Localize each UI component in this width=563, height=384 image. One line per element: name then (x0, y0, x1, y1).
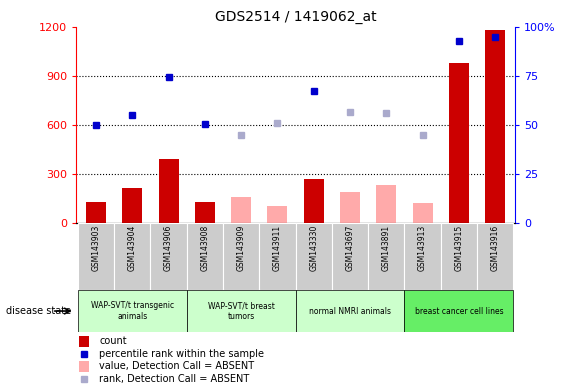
Bar (413, 203, 432, 223)
Bar (150, 223, 187, 290)
Bar (304, 179, 324, 223)
Bar (86, 202, 106, 223)
Bar (485, 30, 505, 223)
Text: WAP-SVT/t breast
tumors: WAP-SVT/t breast tumors (208, 301, 275, 321)
Bar (441, 223, 477, 290)
Bar (79, 336, 89, 346)
Bar (449, 63, 469, 223)
Bar (78, 290, 187, 332)
Bar (296, 223, 332, 290)
Bar (114, 223, 150, 290)
Text: normal NMRI animals: normal NMRI animals (309, 306, 391, 316)
Text: disease state: disease state (6, 306, 71, 316)
Bar (404, 223, 441, 290)
Bar (332, 223, 368, 290)
Bar (296, 290, 404, 332)
Bar (231, 197, 251, 223)
Bar (260, 223, 296, 290)
Text: GSM143906: GSM143906 (164, 225, 173, 271)
Bar (187, 290, 296, 332)
Bar (404, 290, 513, 332)
Text: rank, Detection Call = ABSENT: rank, Detection Call = ABSENT (99, 374, 249, 384)
Text: GSM143911: GSM143911 (273, 225, 282, 271)
Text: GSM143697: GSM143697 (346, 225, 355, 271)
Text: GSM143915: GSM143915 (454, 225, 463, 271)
Bar (79, 361, 89, 372)
Text: GSM143904: GSM143904 (128, 225, 137, 271)
Bar (195, 202, 215, 223)
Text: GSM143916: GSM143916 (491, 225, 500, 271)
Bar (477, 223, 513, 290)
Text: GSM143908: GSM143908 (200, 225, 209, 271)
Text: GSM143909: GSM143909 (236, 225, 245, 271)
Bar (223, 223, 260, 290)
Text: percentile rank within the sample: percentile rank within the sample (99, 349, 264, 359)
Text: GSM143330: GSM143330 (309, 225, 318, 271)
Text: GSM143891: GSM143891 (382, 225, 391, 271)
Text: GSM143903: GSM143903 (91, 225, 100, 271)
Text: WAP-SVT/t transgenic
animals: WAP-SVT/t transgenic animals (91, 301, 174, 321)
Text: breast cancer cell lines: breast cancer cell lines (414, 306, 503, 316)
Bar (187, 223, 223, 290)
Text: count: count (99, 336, 127, 346)
Bar (267, 207, 287, 223)
Bar (159, 159, 178, 223)
Bar (122, 189, 142, 223)
Text: value, Detection Call = ABSENT: value, Detection Call = ABSENT (99, 361, 254, 371)
Bar (340, 192, 360, 223)
Title: GDS2514 / 1419062_at: GDS2514 / 1419062_at (215, 10, 377, 25)
Bar (376, 185, 396, 223)
Text: GSM143913: GSM143913 (418, 225, 427, 271)
Bar (368, 223, 404, 290)
Bar (78, 223, 114, 290)
